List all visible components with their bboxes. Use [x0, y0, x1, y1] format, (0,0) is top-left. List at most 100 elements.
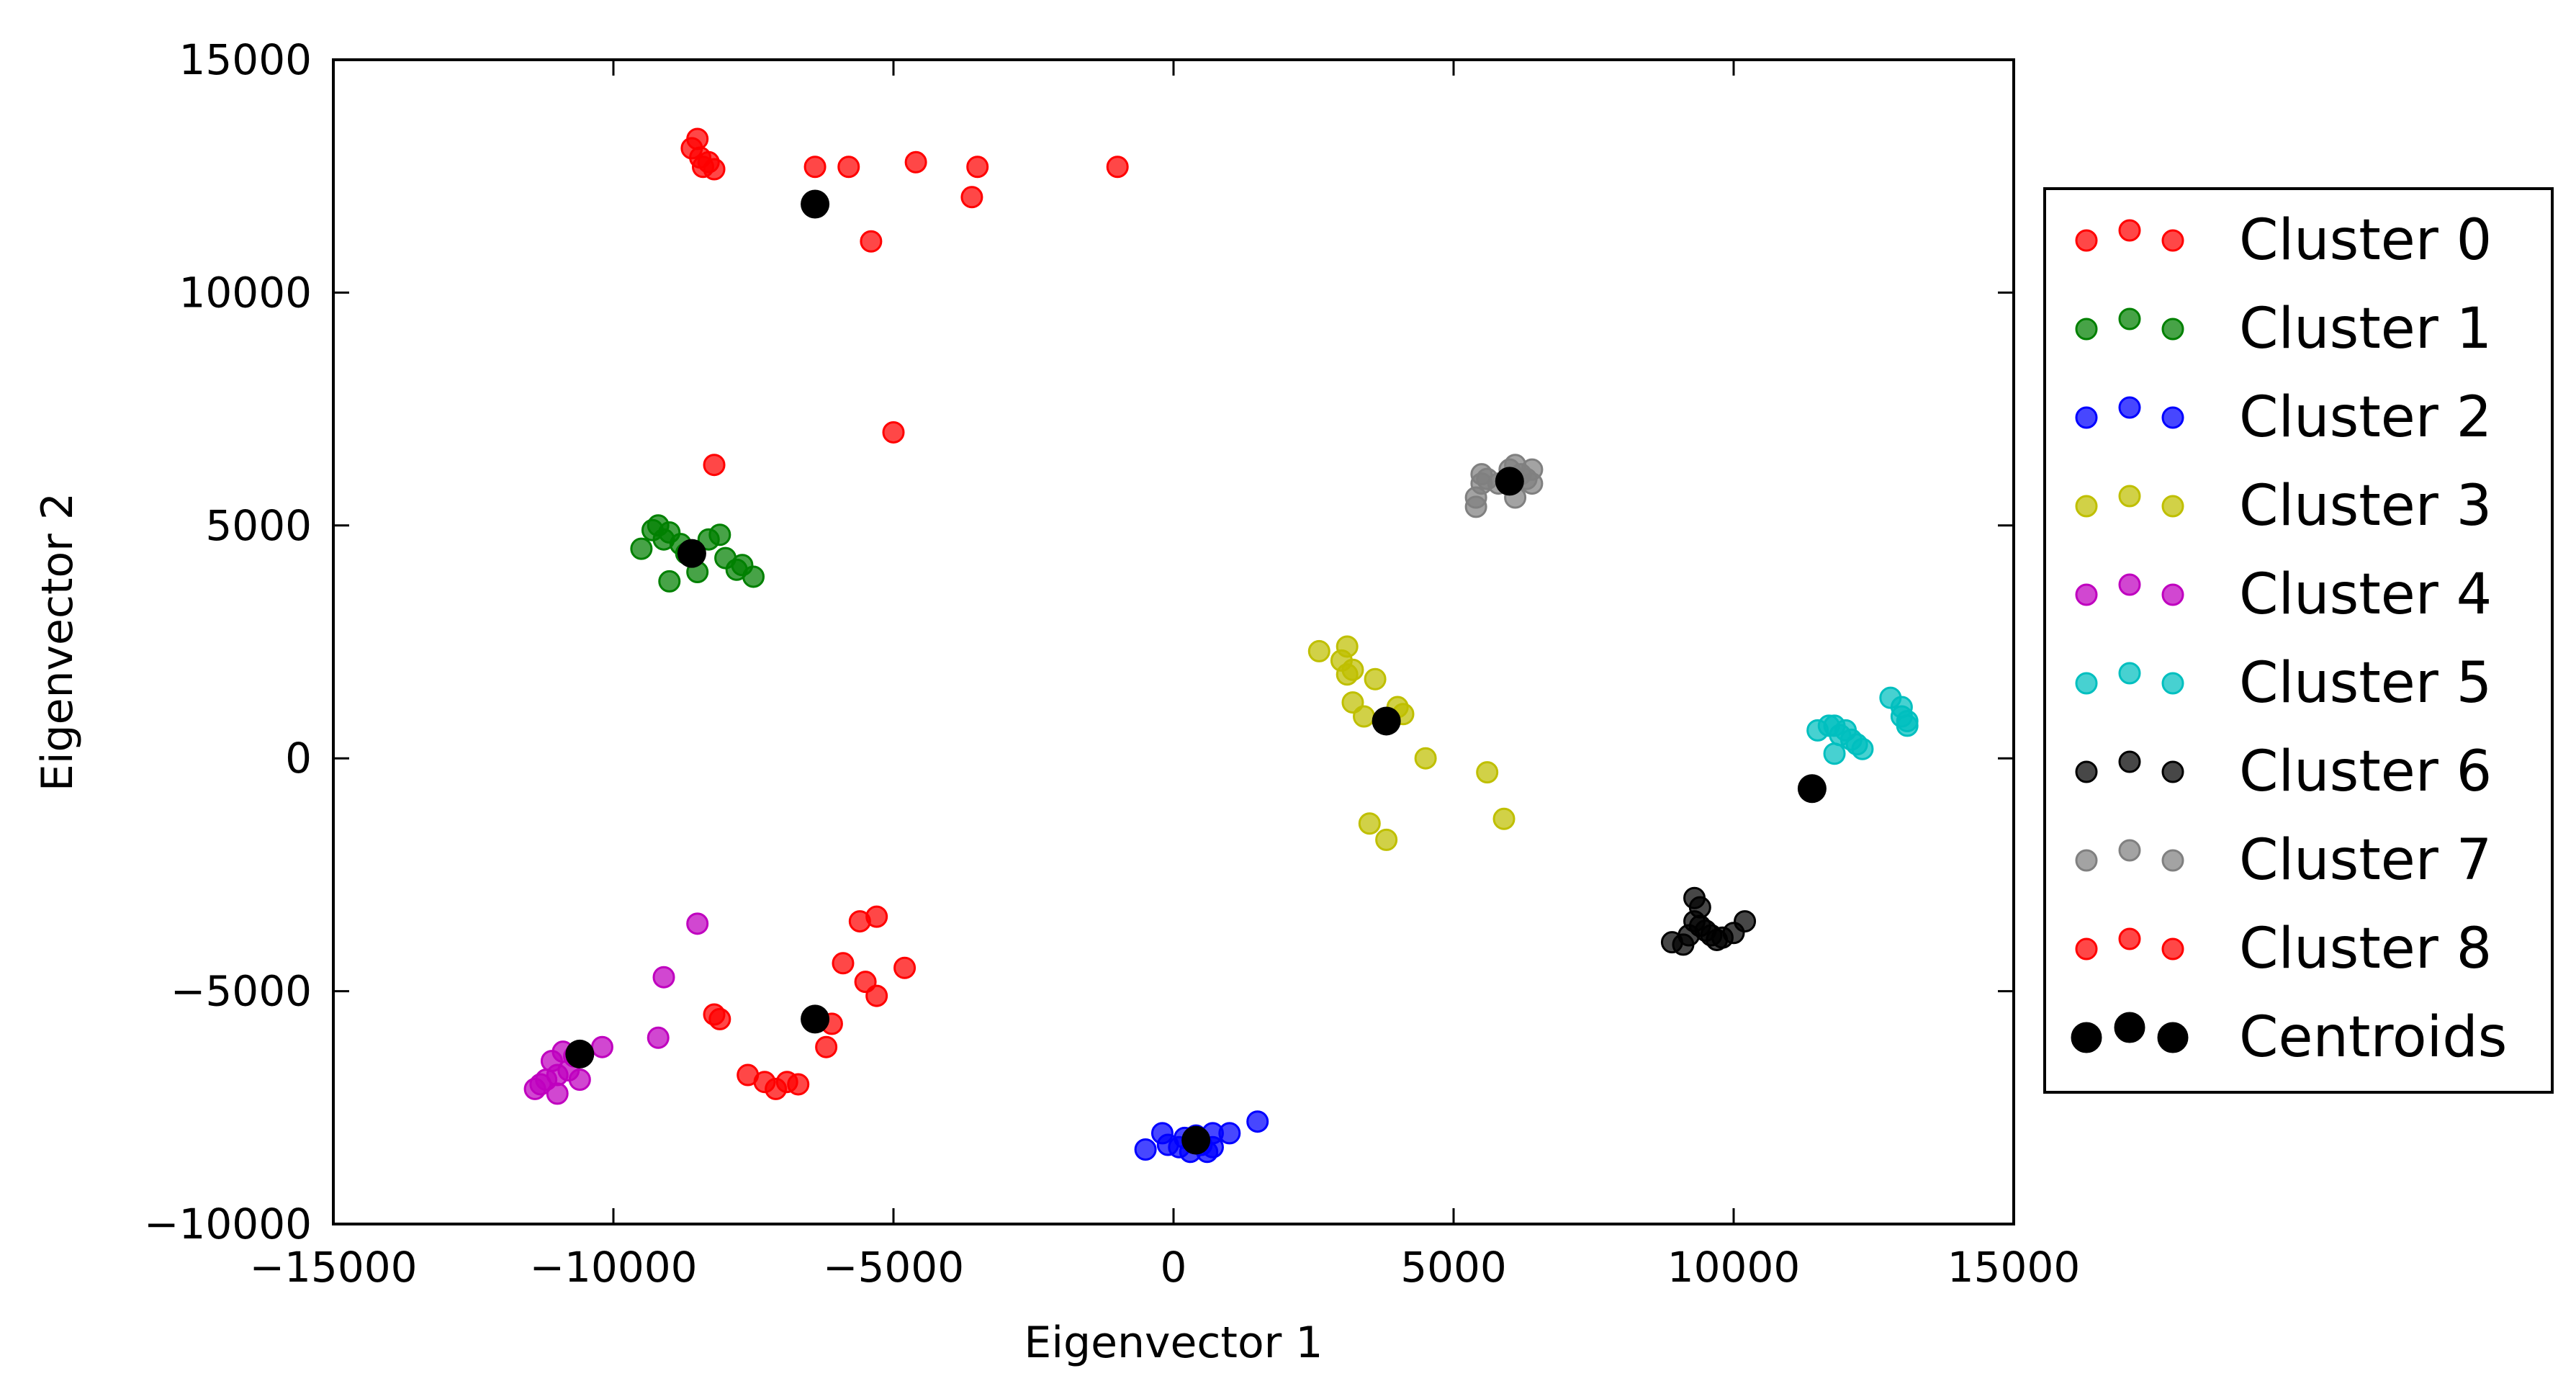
- legend-label: Cluster 0: [2239, 208, 2492, 273]
- cluster-1-point: [708, 523, 731, 546]
- legend-marker: [2075, 672, 2098, 695]
- centroid-point: [565, 1039, 595, 1069]
- legend-marker: [2118, 573, 2141, 596]
- cluster-0-point: [703, 454, 726, 477]
- cluster-5-point: [1896, 714, 1919, 737]
- cluster-3-point: [1492, 807, 1516, 830]
- cluster-0-point: [960, 186, 983, 209]
- cluster-8-point: [832, 952, 855, 975]
- legend-marker: [2075, 318, 2098, 341]
- x-tick-label: 15000: [1947, 1243, 2081, 1292]
- cluster-5-point: [1851, 737, 1874, 760]
- legend-marker: [2075, 937, 2098, 961]
- legend-marker: [2075, 849, 2098, 872]
- centroid-point: [677, 539, 706, 568]
- cluster-3-point: [1364, 667, 1387, 690]
- legend-marker: [2114, 1012, 2145, 1043]
- x-tick-label: −10000: [529, 1243, 697, 1292]
- cluster-3-point: [1358, 812, 1381, 835]
- legend-marker: [2075, 495, 2098, 518]
- cluster-6-point: [1688, 896, 1711, 919]
- legend-marker: [2161, 760, 2184, 783]
- legend-marker: [2161, 583, 2184, 606]
- legend-marker: [2118, 750, 2141, 773]
- legend-marker: [2161, 937, 2184, 961]
- legend-marker: [2118, 662, 2141, 685]
- x-axis-label: Eigenvector 1: [1024, 1318, 1323, 1368]
- legend-marker: [2075, 583, 2098, 606]
- plot-frame: [332, 58, 2015, 1225]
- centroid-point: [1495, 467, 1524, 496]
- x-axis-ticks: −15000 −10000 −5000 0 5000 10000 15000: [249, 60, 2080, 1292]
- cluster-5-point: [1823, 742, 1846, 765]
- cluster-4-point: [523, 1077, 546, 1100]
- cluster-3-point: [1476, 761, 1499, 784]
- cluster-2-point: [1218, 1122, 1241, 1145]
- x-tick-label: −15000: [249, 1243, 417, 1292]
- legend-label: Cluster 8: [2239, 917, 2492, 981]
- y-tick-label: 10000: [179, 268, 312, 317]
- cluster-1-point: [742, 565, 765, 588]
- centroid-point: [1797, 774, 1827, 804]
- cluster-4-point: [686, 912, 709, 935]
- y-tick-label: −10000: [144, 1200, 312, 1249]
- cluster-3-point: [1307, 639, 1330, 662]
- cluster-3-point: [1336, 635, 1359, 658]
- cluster-0-point: [803, 156, 827, 179]
- legend-label: Cluster 3: [2239, 474, 2492, 539]
- x-tick-label: −5000: [823, 1243, 964, 1292]
- legend-marker: [2075, 406, 2098, 429]
- y-tick-label: −5000: [171, 967, 312, 1016]
- cluster-1-point: [658, 570, 681, 593]
- x-tick-label: 5000: [1400, 1243, 1507, 1292]
- legend: Cluster 0 Cluster 1 Cluster 2 Cluster 3 Clus…: [2043, 187, 2554, 1094]
- y-tick-label: 5000: [205, 501, 312, 550]
- cluster-3-point: [1336, 663, 1359, 686]
- cluster-1-point: [630, 537, 653, 560]
- cluster-0-point: [904, 150, 927, 174]
- cluster-8-point: [787, 1073, 810, 1096]
- legend-marker: [2075, 229, 2098, 252]
- centroid-point: [801, 189, 830, 219]
- legend-marker: [2118, 485, 2141, 508]
- cluster-4-point: [590, 1035, 613, 1058]
- legend-marker: [2161, 495, 2184, 518]
- y-tick-label: 0: [285, 734, 312, 783]
- legend-marker: [2118, 396, 2141, 419]
- legend-label: Cluster 7: [2239, 828, 2492, 893]
- cluster-8-point: [865, 984, 888, 1007]
- cluster-6-point: [1734, 910, 1757, 933]
- y-axis-label: Eigenvector 2: [32, 492, 83, 791]
- legend-label: Centroids: [2239, 1005, 2507, 1070]
- legend-marker: [2161, 318, 2184, 341]
- legend-label: Cluster 1: [2239, 297, 2492, 361]
- centroid-point: [1181, 1125, 1211, 1155]
- centroid-point: [801, 1004, 830, 1034]
- legend-label: Cluster 5: [2239, 651, 2492, 716]
- legend-marker: [2161, 672, 2184, 695]
- centroid-point: [1372, 706, 1401, 736]
- cluster-7-point: [1521, 472, 1544, 495]
- cluster-0-point: [860, 230, 883, 253]
- cluster-3-point: [1353, 705, 1376, 728]
- legend-marker: [2118, 307, 2141, 330]
- cluster-0-point: [686, 127, 709, 150]
- data-points: [523, 127, 1919, 1164]
- cluster-8-point: [708, 1007, 731, 1030]
- cluster-3-point: [1375, 828, 1398, 851]
- legend-marker: [2161, 229, 2184, 252]
- legend-label: Cluster 6: [2239, 739, 2492, 804]
- cluster-2-point: [1134, 1138, 1157, 1161]
- cluster-4-point: [568, 1068, 591, 1091]
- legend-marker: [2157, 1022, 2189, 1053]
- legend-label: Cluster 2: [2239, 385, 2492, 450]
- legend-label: Cluster 4: [2239, 562, 2492, 627]
- cluster-4-point: [652, 966, 675, 989]
- legend-marker: [2118, 839, 2141, 862]
- cluster-8-point: [865, 905, 888, 928]
- legend-marker: [2118, 927, 2141, 950]
- legend-marker: [2161, 406, 2184, 429]
- legend-marker: [2075, 760, 2098, 783]
- cluster-3-point: [1414, 747, 1437, 770]
